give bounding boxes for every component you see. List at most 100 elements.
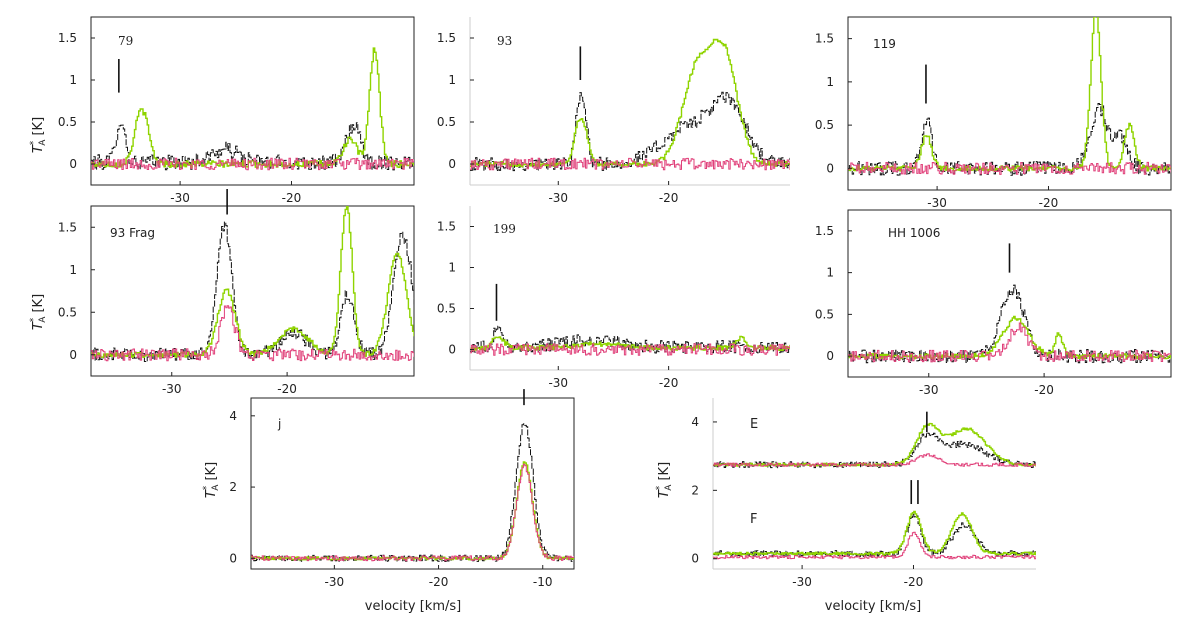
ylabel-sup: * xyxy=(202,485,212,490)
y-tick-label: 0.5 xyxy=(437,115,456,129)
y-tick-label: 0 xyxy=(826,161,834,175)
series-line-green xyxy=(91,47,414,168)
y-tick-label: 0 xyxy=(448,157,456,171)
y-tick-label: 0 xyxy=(229,551,237,565)
xlabel-left: velocity [km/s] xyxy=(365,599,461,614)
x-tick-label: -20 xyxy=(282,191,302,205)
ylabel-unit: [K] xyxy=(31,294,46,313)
y-tick-label: 0.5 xyxy=(58,305,77,319)
series-line-E-black xyxy=(713,432,1036,469)
panel-label: 199 xyxy=(493,222,516,236)
ylabel-sup: * xyxy=(29,317,39,322)
y-tick-label: 1 xyxy=(69,73,77,87)
x-tick-label: -30 xyxy=(548,191,568,205)
series-line-E-magenta xyxy=(713,453,1036,467)
x-tick-label: -20 xyxy=(277,382,297,396)
panel-93-frag: 0 0.5 1 1.5 -30 -20 93 Frag xyxy=(58,189,415,396)
y-tick-label: 2 xyxy=(691,483,699,497)
ylabel-sub: A xyxy=(664,484,674,491)
series-line-black xyxy=(91,221,414,362)
series-line-F-black xyxy=(713,513,1036,558)
x-tick-label: -20 xyxy=(429,575,449,589)
y-tick-label: 1 xyxy=(826,266,834,280)
svg-text:T*A[K]: T*A [K] xyxy=(655,462,674,498)
ylabel-unit: [K] xyxy=(204,462,219,481)
y-tick-label: 1 xyxy=(448,73,456,87)
x-tick-label: -30 xyxy=(162,382,182,396)
series-line-magenta xyxy=(91,305,414,362)
series-line-magenta xyxy=(470,157,790,171)
y-tick-label: 1.5 xyxy=(58,220,77,234)
panel-label: 93 Frag xyxy=(110,226,155,240)
series-line-magenta xyxy=(470,343,790,356)
panel-E-F: 0 2 4 -30 -20 E F xyxy=(691,398,1036,589)
svg-text:T*A[K]: T*A [K] xyxy=(29,294,48,330)
axes-frame xyxy=(847,209,1172,378)
series-line-green xyxy=(251,461,574,561)
panel-119: 0 0.5 1 1.5 -30 -20 119 xyxy=(815,16,1172,210)
series-line-black xyxy=(848,103,1171,176)
axes-frame xyxy=(847,16,1172,191)
ylabel-row1: T*A [K] xyxy=(29,117,48,153)
y-tick-label: 4 xyxy=(229,409,237,423)
ylabel-main: T xyxy=(31,144,46,153)
series-line-green xyxy=(848,17,1171,172)
x-tick-label: -20 xyxy=(1034,383,1054,397)
ylabel-sub: A xyxy=(38,139,48,146)
y-tick-label: 0.5 xyxy=(815,307,834,321)
ylabel-main: T xyxy=(204,489,219,498)
axes-frame xyxy=(90,16,415,186)
y-tick-label: 0.5 xyxy=(437,302,456,316)
panel-93: 0 0.5 1 1.5 -30 -20 93 xyxy=(437,17,790,205)
y-tick-label: 0 xyxy=(69,157,77,171)
ylabel-sup: * xyxy=(655,485,665,490)
panel-label-F: F xyxy=(750,512,757,527)
x-tick-label: -30 xyxy=(325,575,345,589)
panel-79: 0 0.5 1 1.5 -30 -20 79 xyxy=(58,16,415,205)
x-tick-label: -20 xyxy=(659,191,679,205)
panel-label: 93 xyxy=(497,34,512,48)
series-line-F-magenta xyxy=(713,531,1036,560)
x-tick-label: -30 xyxy=(792,575,812,589)
y-tick-label: 0 xyxy=(448,343,456,357)
svg-text:T*A[K]: T*A [K] xyxy=(29,117,48,153)
series-line-magenta xyxy=(91,157,414,171)
panel-label: HH 1006 xyxy=(888,226,940,240)
y-tick-label: 2 xyxy=(229,480,237,494)
y-tick-label: 1 xyxy=(826,75,834,89)
series-line-E-green xyxy=(713,422,1036,467)
axes-frame xyxy=(250,397,575,570)
y-tick-label: 0.5 xyxy=(58,115,77,129)
x-tick-label: -20 xyxy=(659,376,679,390)
series-line-magenta xyxy=(848,322,1171,363)
y-tick-label: 1.5 xyxy=(58,31,77,45)
ylabel-sub: A xyxy=(211,484,221,491)
x-tick-label: -20 xyxy=(1039,196,1059,210)
series-line-magenta xyxy=(251,463,574,562)
y-tick-label: 4 xyxy=(691,415,699,429)
series-line-magenta xyxy=(848,161,1171,175)
series-line-F-green xyxy=(713,510,1036,556)
y-tick-label: 1 xyxy=(69,263,77,277)
series-line-green xyxy=(470,335,790,351)
panel-label-E: E xyxy=(750,417,758,432)
y-tick-label: 0.5 xyxy=(815,118,834,132)
svg-text:T*A[K]: T*A [K] xyxy=(202,462,221,498)
ylabel-main: T xyxy=(657,489,672,498)
x-tick-label: -30 xyxy=(927,196,947,210)
y-tick-label: 0 xyxy=(691,552,699,566)
panel-label: 79 xyxy=(118,34,133,48)
y-tick-label: 1 xyxy=(448,261,456,275)
axes-frame xyxy=(90,205,415,377)
y-tick-label: 0 xyxy=(826,349,834,363)
series-line-black xyxy=(470,91,790,172)
ylabel-row2: T*A [K] xyxy=(29,294,48,330)
ylabel-row3-right: T*A [K] xyxy=(655,462,674,498)
y-tick-label: 0 xyxy=(69,348,77,362)
y-tick-label: 1.5 xyxy=(815,224,834,238)
panel-label: j xyxy=(277,417,281,431)
ylabel-sub: A xyxy=(38,316,48,323)
xlabel-right: velocity [km/s] xyxy=(825,599,921,614)
panel-j: 0 2 4 -30 -20 -10 j xyxy=(229,389,575,589)
